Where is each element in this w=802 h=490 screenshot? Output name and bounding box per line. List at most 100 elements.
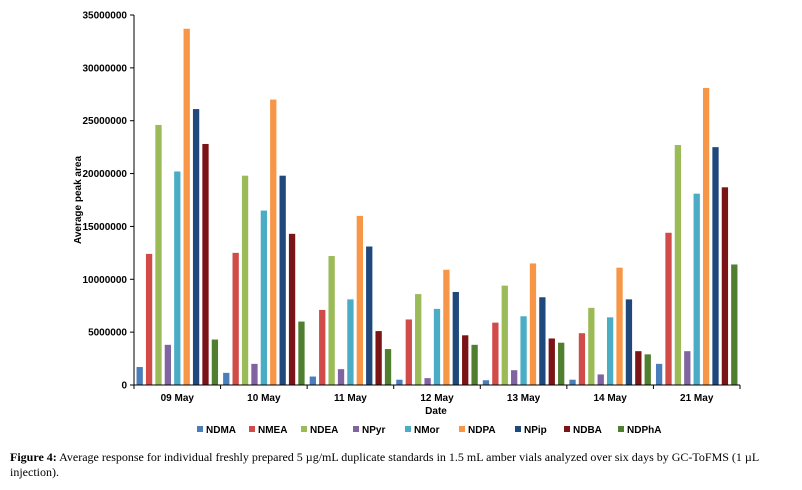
axes-group: [133, 15, 740, 386]
bar-nmea-21-may: [665, 232, 672, 385]
x-axis-title: Date: [425, 406, 447, 417]
bar-nmea-10-may: [232, 252, 239, 385]
legend-swatch-nmor: [405, 426, 411, 432]
bar-ndpha-13-may: [558, 342, 565, 385]
bar-npip-13-may: [539, 297, 546, 385]
bar-nmor-12-may: [433, 308, 441, 385]
bar-ndma-13-may: [482, 380, 490, 385]
legend-swatch-ndba: [564, 426, 570, 432]
bars-group: [136, 28, 738, 386]
legend-label-ndba: NDBA: [573, 425, 602, 436]
x-tick-label: 09 May: [161, 393, 195, 404]
bar-nmor-11-may: [347, 299, 354, 385]
bar-ndpha-21-may: [731, 264, 738, 385]
bar-ndpa-12-may: [443, 269, 450, 385]
bar-ndpha-09-may: [211, 339, 219, 385]
bar-ndma-11-may: [309, 376, 316, 385]
x-tick-label: 11 May: [334, 393, 367, 404]
y-tick-label: 30000000: [83, 63, 128, 74]
bar-ndea-10-may: [241, 175, 249, 385]
y-tick-label: 10000000: [83, 275, 128, 286]
bar-ndpha-14-may: [644, 354, 651, 385]
x-tick-label: 21 May: [680, 393, 714, 404]
y-tick-label: 35000000: [83, 11, 128, 22]
bar-ndea-14-may: [588, 307, 595, 385]
y-tick-label: 0: [121, 381, 127, 392]
bar-nmor-21-may: [693, 193, 700, 385]
caption-label: Figure 4:: [10, 450, 57, 464]
bar-ndma-10-may: [223, 372, 230, 385]
bar-ndpa-21-may: [702, 87, 710, 385]
bar-npip-14-may: [625, 299, 633, 385]
legend-label-nmea: NMEA: [258, 425, 287, 436]
x-tick-label: 14 May: [593, 393, 627, 404]
bar-ndpa-14-may: [616, 267, 623, 385]
legend-label-ndma: NDMA: [206, 425, 236, 436]
legend-swatch-npyr: [353, 426, 359, 432]
bar-nmor-10-may: [260, 210, 268, 385]
bar-ndea-11-may: [328, 256, 335, 385]
bar-ndpa-13-may: [529, 263, 537, 385]
bar-npyr-12-may: [424, 378, 431, 385]
bar-ndea-13-may: [501, 285, 508, 385]
bar-ndba-11-may: [375, 331, 382, 385]
bar-ndma-14-may: [569, 379, 576, 385]
bar-ndba-10-may: [288, 233, 296, 385]
bar-ndma-09-may: [136, 367, 143, 385]
legend-swatch-ndea: [301, 426, 307, 432]
bar-ndma-12-may: [396, 379, 403, 385]
bar-npip-09-may: [192, 109, 200, 385]
bar-ndba-21-may: [721, 187, 729, 385]
bar-nmor-13-may: [520, 316, 527, 385]
y-tick-label: 15000000: [83, 222, 128, 233]
bar-ndpa-09-may: [183, 28, 190, 386]
bar-npip-21-may: [712, 147, 719, 385]
bar-npyr-09-may: [164, 344, 172, 385]
bar-nmor-09-may: [174, 171, 181, 385]
bar-ndea-12-may: [415, 294, 422, 385]
bar-nmor-14-may: [606, 317, 614, 385]
bar-ndba-09-may: [202, 143, 209, 385]
legend-label-nmor: NMor: [414, 425, 440, 436]
bar-ndba-12-may: [462, 335, 469, 385]
bar-npyr-11-may: [337, 369, 345, 385]
bar-chart: 0 5000000 10000000 15000000 20000000 25000000…: [73, 11, 741, 436]
y-axis-title: Average peak area: [73, 156, 84, 244]
legend-swatch-nmea: [249, 426, 255, 432]
bar-npyr-13-may: [511, 370, 518, 385]
legend-swatch-ndma: [197, 426, 203, 432]
y-tick-label: 5000000: [88, 328, 127, 339]
bar-ndma-21-may: [655, 363, 663, 385]
legend-swatch-npip: [515, 426, 521, 432]
bar-ndea-09-may: [155, 124, 162, 385]
y-tick-label: 25000000: [83, 116, 128, 127]
bar-ndpa-10-may: [270, 99, 277, 385]
legend-swatch-ndpha: [618, 426, 624, 432]
x-tick-label: 10 May: [247, 393, 281, 404]
bar-npyr-10-may: [251, 363, 258, 385]
bar-npip-11-may: [366, 246, 373, 385]
bar-ndba-14-may: [635, 351, 642, 385]
legend-swatch-ndpa: [459, 426, 465, 432]
bar-nmea-11-may: [319, 309, 326, 385]
bar-npip-12-may: [452, 291, 459, 385]
bar-nmea-14-may: [578, 333, 586, 385]
caption-text: Average response for individual freshly …: [10, 450, 759, 479]
bar-ndpha-12-may: [471, 344, 478, 385]
bar-ndpa-11-may: [356, 215, 363, 385]
bar-npyr-14-may: [597, 374, 604, 385]
bar-ndpha-11-may: [384, 349, 392, 385]
legend-label-npip: NPip: [524, 425, 547, 436]
bar-nmea-09-may: [145, 253, 153, 385]
legend-label-ndpa: NDPA: [468, 425, 496, 436]
x-tick-label: 12 May: [420, 393, 454, 404]
legend-label-npyr: NPyr: [362, 425, 385, 436]
legend: NDMA NMEA NDEA NPyr NMor NDPA NPip NDBA NDPhA: [197, 425, 661, 436]
bar-ndea-21-may: [674, 145, 682, 385]
bar-nmea-13-may: [492, 322, 499, 385]
figure-caption: Figure 4: Average response for individua…: [10, 450, 795, 480]
bar-npyr-21-may: [684, 351, 691, 385]
bar-npip-10-may: [279, 175, 286, 385]
legend-label-ndpha: NDPhA: [627, 425, 661, 436]
x-ticks-group: 09 May 10 May 11 May 12 May 13 May 14 May 21 M…: [133, 385, 741, 404]
